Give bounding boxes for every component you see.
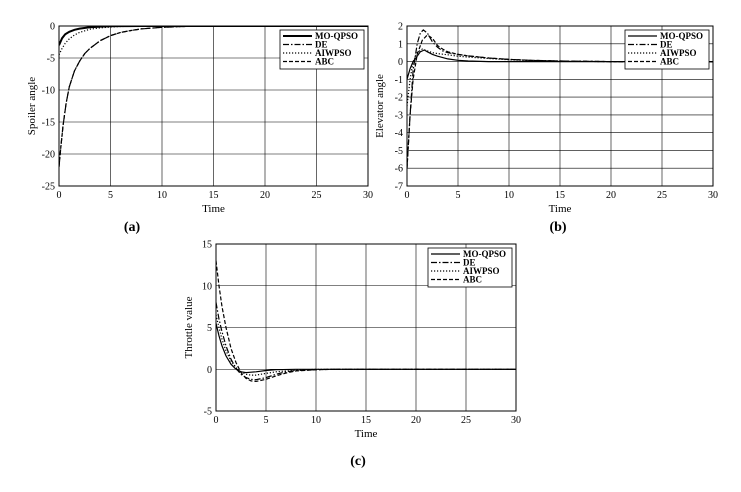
- y-tick-label: 2: [398, 22, 403, 33]
- y-tick-label: -1: [395, 75, 403, 86]
- legend-entry: MO-QPSO: [463, 249, 506, 259]
- y-axis-label: Throttle value: [183, 296, 195, 358]
- y-tick-label: 10: [202, 281, 212, 292]
- x-tick-label: 0: [57, 190, 62, 201]
- plot-area-frame: [215, 243, 517, 412]
- x-axis-label: Time: [355, 428, 378, 440]
- x-tick-label: 25: [461, 415, 471, 426]
- x-tick-label: 5: [108, 190, 113, 201]
- y-tick-label: 5: [207, 323, 212, 334]
- legend-entry: AIWPSO: [660, 48, 697, 58]
- y-tick-label: -4: [395, 128, 403, 139]
- y-tick-label: -15: [42, 118, 55, 129]
- x-axis-label: Time: [549, 203, 572, 215]
- x-tick-label: 20: [606, 190, 616, 201]
- legend-entry: DE: [660, 40, 673, 50]
- x-tick-label: 0: [214, 415, 219, 426]
- y-axis-label: Spoiler angle: [26, 77, 38, 135]
- y-tick-label: -3: [395, 110, 403, 121]
- y-tick-label: 0: [50, 22, 55, 33]
- legend-entry: DE: [463, 258, 476, 268]
- legend-entry: ABC: [660, 57, 679, 67]
- panel-label: (a): [124, 220, 141, 235]
- legend-entry: ABC: [463, 275, 482, 285]
- series-line-aiwpso: [59, 26, 368, 56]
- y-tick-label: -7: [395, 182, 403, 193]
- panel-label: (b): [549, 220, 566, 235]
- chart-panel-2: 0 5 10 15 20 25 30 -7 -6 -5 -4 -3 -2 -1 0 1 2 Time Elevato…: [374, 22, 718, 236]
- chart-panel-1: 0 5 10 15 20 25 30 -25 -20 -15 -10 -5 0 Time Spoiler a…: [26, 22, 373, 236]
- x-tick-label: 0: [405, 190, 410, 201]
- x-tick-label: 20: [411, 415, 421, 426]
- x-axis-label: Time: [202, 203, 225, 215]
- x-tick-label: 25: [312, 190, 322, 201]
- legend-entry: MO-QPSO: [315, 31, 358, 41]
- x-tick-label: 30: [708, 190, 718, 201]
- legend-entry: MO-QPSO: [660, 31, 703, 41]
- series-line-mo-qpso: [59, 26, 368, 46]
- y-tick-label: -5: [204, 407, 212, 418]
- legend-entry: ABC: [315, 57, 334, 67]
- y-tick-label: -6: [395, 164, 403, 175]
- x-tick-label: 15: [361, 415, 371, 426]
- legend-entry: DE: [315, 40, 328, 50]
- x-tick-label: 15: [209, 190, 219, 201]
- x-tick-label: 10: [157, 190, 167, 201]
- y-tick-label: -10: [42, 86, 55, 97]
- y-tick-label: -5: [47, 54, 55, 65]
- x-tick-label: 20: [260, 190, 270, 201]
- x-tick-label: 15: [555, 190, 565, 201]
- series-line-aiwpso: [407, 48, 713, 107]
- y-tick-label: 0: [207, 365, 212, 376]
- x-tick-label: 30: [511, 415, 521, 426]
- series-line-abc: [407, 34, 713, 169]
- x-tick-label: 5: [456, 190, 461, 201]
- x-tick-label: 5: [264, 415, 269, 426]
- legend-entry: AIWPSO: [463, 266, 500, 276]
- legend-entry: AIWPSO: [315, 48, 352, 58]
- series-line-abc: [59, 26, 368, 167]
- x-tick-label: 25: [657, 190, 667, 201]
- y-tick-label: 15: [202, 240, 212, 251]
- x-tick-label: 10: [311, 415, 321, 426]
- panel-label: (c): [350, 454, 366, 469]
- y-tick-label: -20: [42, 150, 55, 161]
- series-line-abc: [216, 260, 516, 383]
- y-tick-label: 1: [398, 39, 403, 50]
- y-tick-label: 0: [398, 57, 403, 68]
- y-axis-label: Elevator angle: [374, 74, 386, 138]
- x-tick-label: 30: [363, 190, 373, 201]
- y-tick-label: -5: [395, 146, 403, 157]
- x-tick-label: 10: [504, 190, 514, 201]
- y-tick-label: -2: [395, 93, 403, 104]
- series-line-mo-qpso: [216, 323, 516, 374]
- y-tick-label: -25: [42, 182, 55, 193]
